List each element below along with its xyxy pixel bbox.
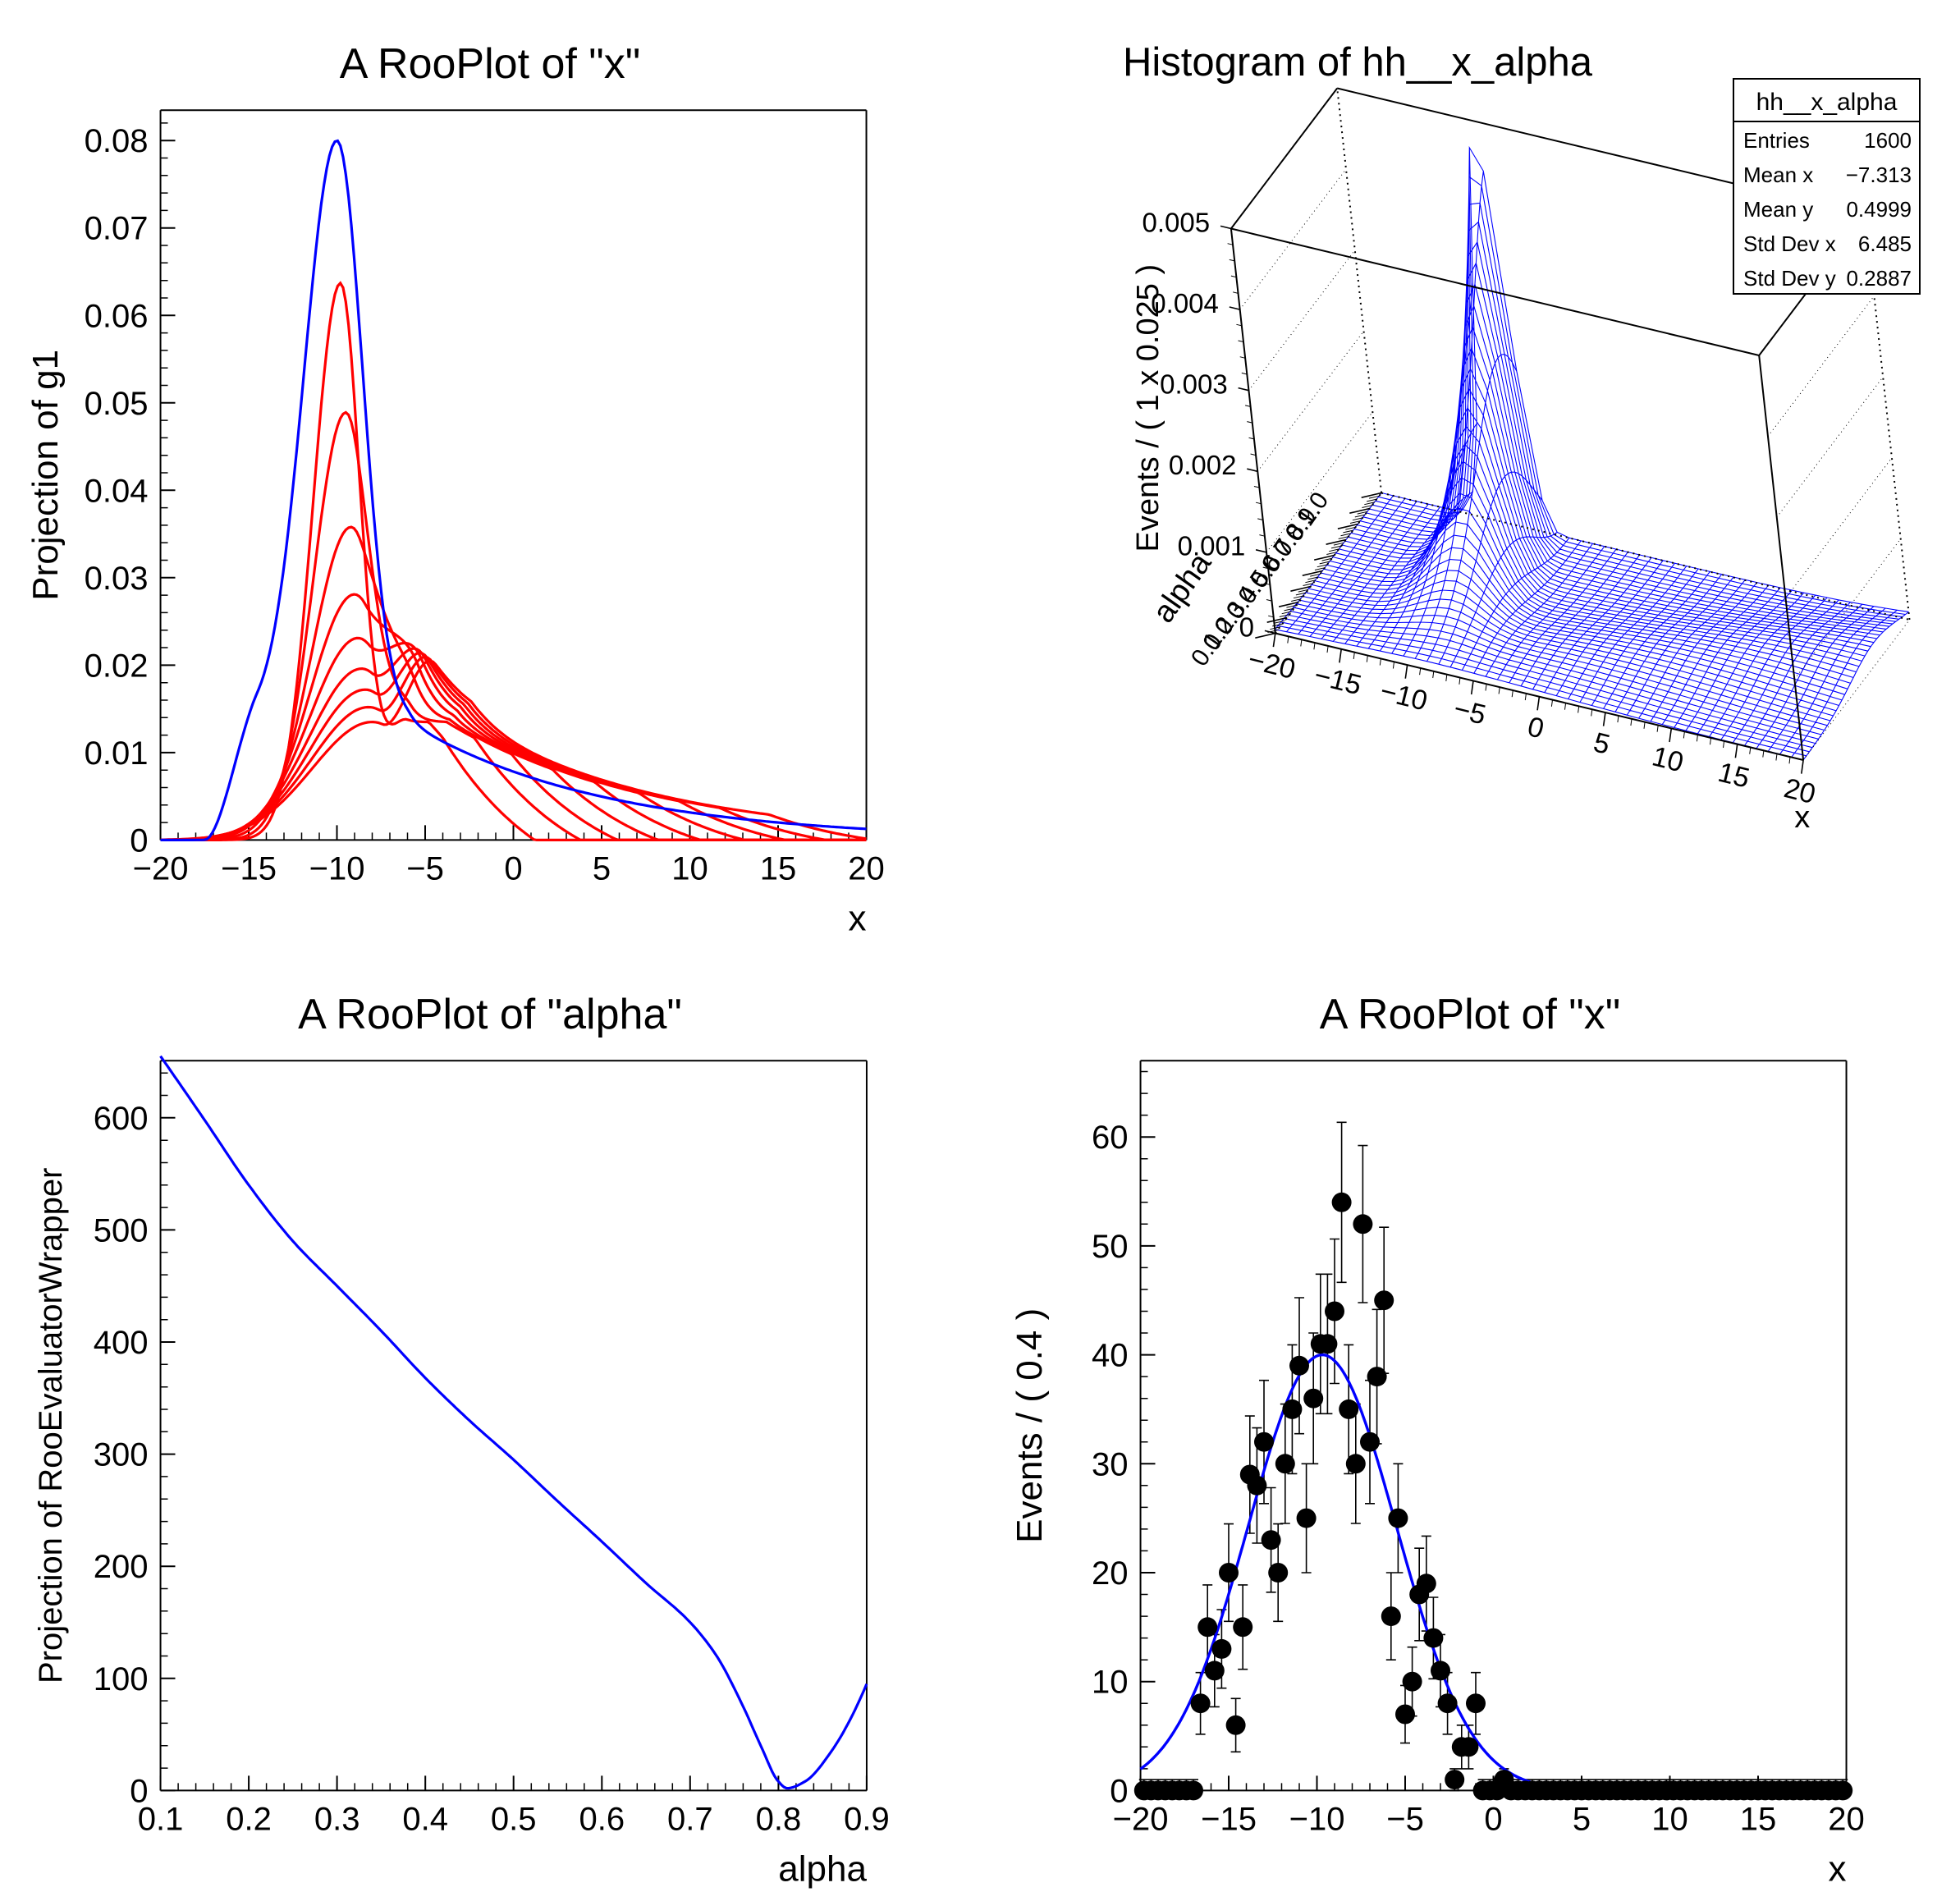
- svg-text:Mean x: Mean x: [1743, 163, 1813, 187]
- svg-text:300: 300: [94, 1437, 149, 1473]
- svg-text:15: 15: [1740, 1801, 1777, 1837]
- svg-text:−15: −15: [221, 850, 277, 886]
- svg-text:0: 0: [1524, 711, 1547, 744]
- svg-text:0.005: 0.005: [1143, 207, 1211, 237]
- svg-text:5: 5: [1591, 726, 1614, 760]
- svg-text:−5: −5: [1450, 693, 1489, 731]
- svg-text:20: 20: [1092, 1555, 1129, 1592]
- svg-text:−10: −10: [309, 850, 365, 886]
- svg-text:10: 10: [671, 850, 708, 886]
- svg-text:Mean y: Mean y: [1743, 197, 1813, 222]
- svg-text:0: 0: [504, 850, 522, 886]
- svg-text:0: 0: [1110, 1773, 1128, 1809]
- svg-text:400: 400: [94, 1325, 149, 1361]
- svg-text:−7.313: −7.313: [1846, 163, 1912, 187]
- svg-text:Entries: Entries: [1743, 128, 1810, 153]
- svg-text:50: 50: [1092, 1229, 1129, 1265]
- svg-text:0.02: 0.02: [85, 648, 149, 684]
- svg-text:−10: −10: [1377, 676, 1431, 717]
- svg-text:5: 5: [593, 850, 611, 886]
- svg-text:0.4999: 0.4999: [1846, 197, 1912, 222]
- svg-text:500: 500: [94, 1212, 149, 1248]
- svg-text:0.002: 0.002: [1169, 450, 1237, 480]
- svg-text:−20: −20: [1245, 644, 1298, 685]
- svg-text:0.2887: 0.2887: [1846, 266, 1912, 291]
- svg-text:Projection of RooEvaluatorWrap: Projection of RooEvaluatorWrapper: [33, 1168, 69, 1683]
- svg-text:15: 15: [760, 850, 797, 886]
- svg-text:0: 0: [130, 822, 148, 859]
- svg-text:200: 200: [94, 1549, 149, 1585]
- svg-text:0.4: 0.4: [402, 1801, 448, 1837]
- svg-text:−5: −5: [406, 850, 444, 886]
- svg-text:15: 15: [1715, 757, 1752, 795]
- svg-text:0.03: 0.03: [85, 561, 149, 597]
- svg-text:Events / ( 1 x 0.025 ): Events / ( 1 x 0.025 ): [1131, 264, 1165, 552]
- svg-text:0: 0: [1239, 612, 1254, 642]
- svg-text:40: 40: [1092, 1338, 1129, 1374]
- svg-text:0.2: 0.2: [226, 1801, 272, 1837]
- svg-text:10: 10: [1649, 740, 1687, 778]
- svg-text:0.3: 0.3: [314, 1801, 360, 1837]
- svg-text:5: 5: [1573, 1801, 1591, 1837]
- svg-text:0.07: 0.07: [85, 211, 149, 247]
- svg-text:0: 0: [130, 1773, 148, 1809]
- svg-text:6.485: 6.485: [1858, 231, 1912, 256]
- svg-text:A RooPlot of "x": A RooPlot of "x": [340, 40, 640, 88]
- svg-text:hh__x_alpha: hh__x_alpha: [1756, 89, 1898, 116]
- svg-text:Projection of g1: Projection of g1: [25, 350, 66, 601]
- svg-text:600: 600: [94, 1101, 149, 1137]
- svg-text:Histogram of hh__x_alpha: Histogram of hh__x_alpha: [1123, 40, 1593, 85]
- svg-text:Std Dev y: Std Dev y: [1743, 266, 1836, 291]
- svg-text:20: 20: [848, 850, 885, 886]
- svg-text:0.01: 0.01: [85, 735, 149, 772]
- svg-text:100: 100: [94, 1661, 149, 1697]
- svg-text:20: 20: [1828, 1801, 1865, 1837]
- svg-text:0.9: 0.9: [844, 1801, 890, 1837]
- svg-text:x: x: [1829, 1848, 1847, 1889]
- svg-text:0.8: 0.8: [756, 1801, 802, 1837]
- svg-text:−15: −15: [1311, 660, 1364, 702]
- svg-text:1600: 1600: [1864, 128, 1912, 153]
- svg-text:0.5: 0.5: [491, 1801, 537, 1837]
- svg-text:alpha: alpha: [778, 1848, 867, 1889]
- svg-text:0.001: 0.001: [1178, 531, 1246, 561]
- svg-text:−15: −15: [1201, 1801, 1257, 1837]
- svg-text:0.08: 0.08: [85, 123, 149, 159]
- svg-text:−10: −10: [1289, 1801, 1345, 1837]
- svg-text:Events / ( 0.4 ): Events / ( 0.4 ): [1010, 1308, 1050, 1543]
- svg-text:30: 30: [1092, 1446, 1129, 1482]
- svg-text:−5: −5: [1386, 1801, 1424, 1837]
- svg-text:0.6: 0.6: [579, 1801, 625, 1837]
- svg-text:0.003: 0.003: [1160, 369, 1228, 400]
- svg-text:10: 10: [1092, 1665, 1129, 1701]
- svg-text:60: 60: [1092, 1120, 1129, 1156]
- svg-text:A RooPlot of "x": A RooPlot of "x": [1320, 991, 1620, 1038]
- svg-text:10: 10: [1651, 1801, 1688, 1837]
- svg-text:0.7: 0.7: [667, 1801, 713, 1837]
- svg-text:0.06: 0.06: [85, 298, 149, 334]
- svg-text:0.05: 0.05: [85, 386, 149, 422]
- svg-text:Std Dev x: Std Dev x: [1743, 231, 1836, 256]
- svg-text:0.04: 0.04: [85, 473, 149, 509]
- svg-text:x: x: [849, 898, 867, 938]
- svg-text:x: x: [1794, 800, 1810, 835]
- svg-text:A RooPlot of "alpha": A RooPlot of "alpha": [298, 991, 682, 1038]
- svg-text:0: 0: [1484, 1801, 1502, 1837]
